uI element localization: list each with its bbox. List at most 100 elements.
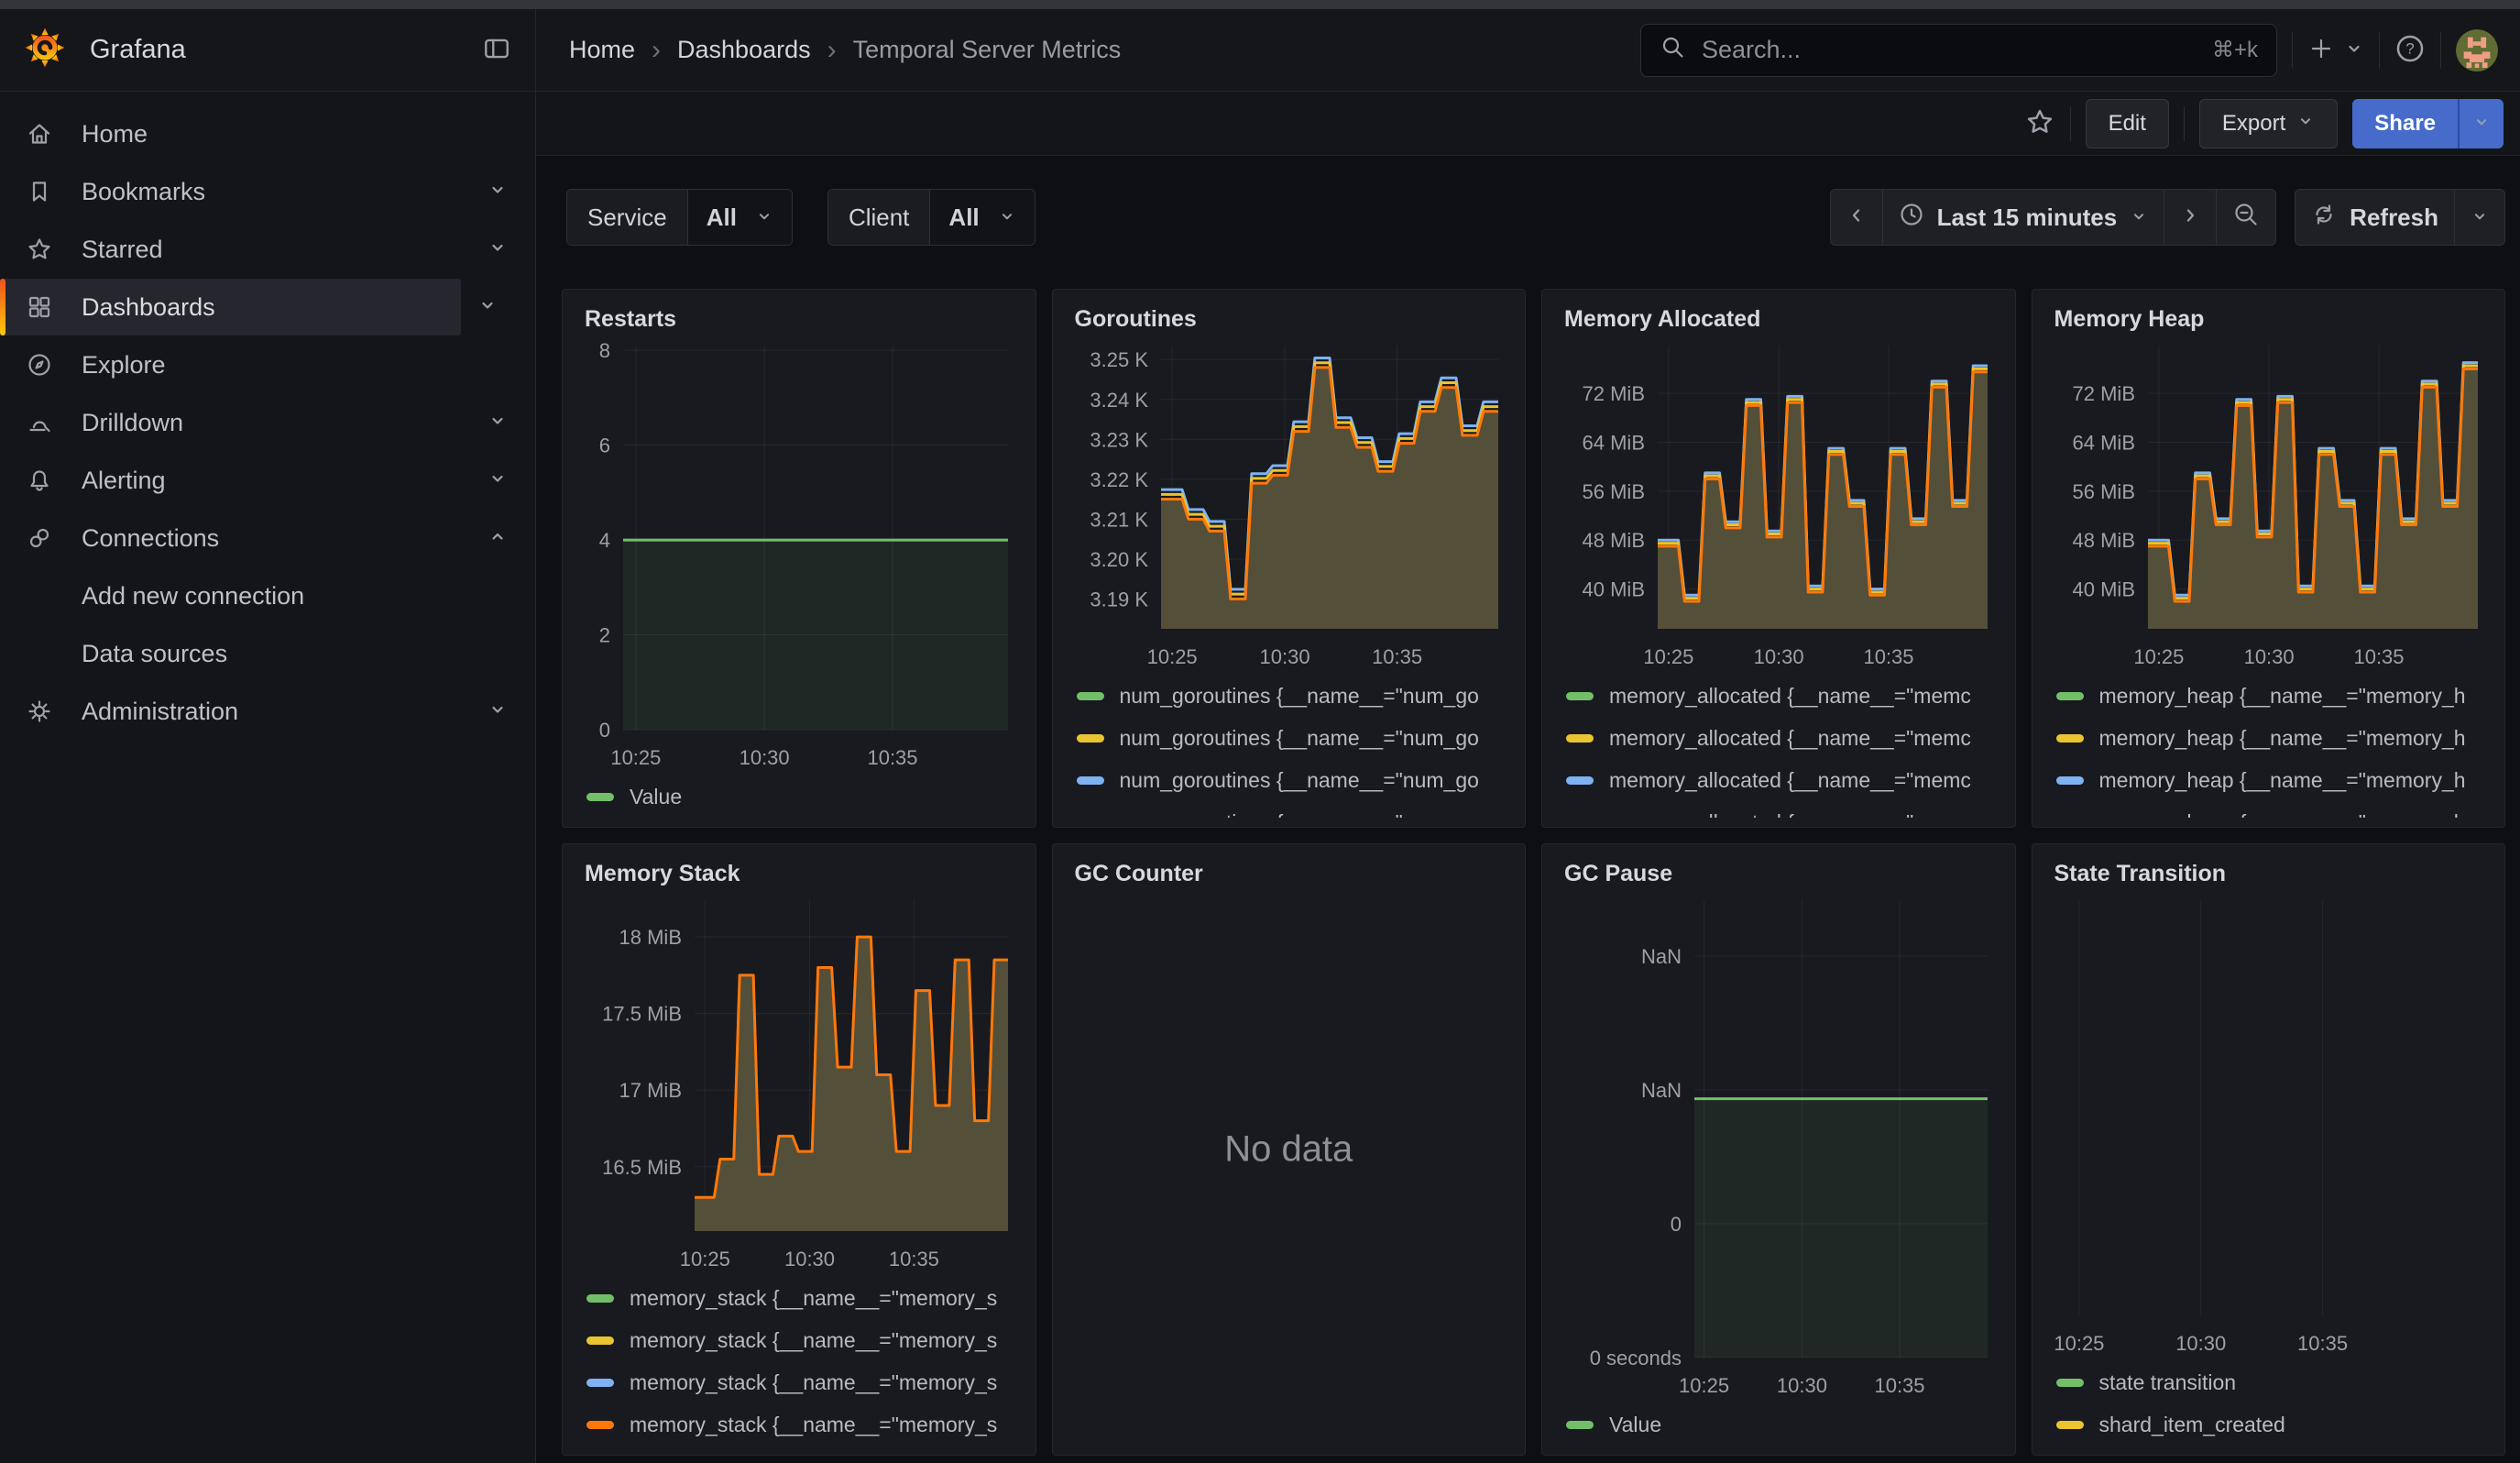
zoom-out-button[interactable] bbox=[2216, 190, 2275, 245]
sidebar-item-alerting[interactable]: Alerting bbox=[0, 452, 535, 509]
search-input[interactable] bbox=[1702, 36, 2197, 64]
legend-item[interactable]: memory_allocated {__name__="memc bbox=[1566, 675, 1999, 717]
legend-item[interactable]: Value bbox=[1566, 1403, 1999, 1446]
time-range-label: Last 15 minutes bbox=[1936, 203, 2118, 231]
refresh-button[interactable]: Refresh bbox=[2295, 190, 2454, 245]
legend-item[interactable]: memory_heap {__name__="memory_h bbox=[2055, 675, 2489, 717]
svg-text:10:35: 10:35 bbox=[1863, 645, 1913, 668]
no-data-message: No data bbox=[1224, 1128, 1353, 1170]
panel-state-transition: State Transition 10:25 10:30 10:35 state t… bbox=[2031, 843, 2505, 1456]
grafana-logo-icon[interactable] bbox=[24, 27, 66, 73]
restarts-chart[interactable]: 0 2 4 6 8 10:25 10:30 10:35 bbox=[579, 336, 1019, 774]
legend-label: memory_stack {__name__="memory_s bbox=[630, 1370, 998, 1394]
legend: memory_allocated {__name__="memc memory_… bbox=[1559, 675, 1999, 818]
search-box[interactable]: ⌘+k bbox=[1640, 23, 2277, 77]
header-divider bbox=[2292, 31, 2293, 69]
share-button[interactable]: Share bbox=[2352, 98, 2458, 148]
service-variable-value[interactable]: All bbox=[686, 190, 792, 245]
panel-goroutines: Goroutines 3.19 K 3.20 K 3.21 K 3.22 K 3.23 … bbox=[1051, 289, 1526, 828]
breadcrumb-dashboards[interactable]: Dashboards bbox=[677, 36, 811, 63]
chevron-down-icon[interactable] bbox=[488, 699, 535, 724]
legend-item[interactable]: state transition bbox=[2055, 1361, 2489, 1403]
panel-title[interactable]: GC Pause bbox=[1564, 861, 1673, 886]
legend-item[interactable]: memory_stack {__name__="memory_s bbox=[586, 1403, 1019, 1446]
share-dropdown-button[interactable] bbox=[2458, 98, 2504, 148]
gc-pause-chart[interactable]: 0 seconds 0 NaN NaN 10:25 10:30 10:35 bbox=[1559, 891, 1999, 1402]
panel-title[interactable]: GC Counter bbox=[1074, 861, 1203, 886]
sidebar-item-add-new-connection[interactable]: Add new connection bbox=[0, 567, 535, 624]
help-button[interactable]: ? bbox=[2394, 33, 2426, 67]
legend-item[interactable]: num_goroutines {__name__="num_go bbox=[1076, 759, 1509, 801]
legend-item[interactable]: memory_stack {__name__="memory_s bbox=[586, 1277, 1019, 1319]
legend-swatch bbox=[1566, 1420, 1594, 1429]
edit-button[interactable]: Edit bbox=[2085, 98, 2169, 148]
svg-text:10:25: 10:25 bbox=[1643, 645, 1693, 668]
legend-item[interactable]: num_goroutines {__name__="num_go bbox=[1076, 675, 1509, 717]
export-button[interactable]: Export bbox=[2198, 98, 2339, 148]
sidebar-item-explore[interactable]: Explore bbox=[0, 336, 535, 393]
favorite-star-button[interactable] bbox=[2024, 106, 2055, 140]
svg-text:6: 6 bbox=[599, 434, 610, 457]
memory-heap-chart[interactable]: 40 MiB 48 MiB 56 MiB 64 MiB 72 MiB 10:25 10:30… bbox=[2049, 336, 2489, 673]
panel-title[interactable]: Goroutines bbox=[1074, 306, 1197, 332]
time-range-picker[interactable]: Last 15 minutes bbox=[1881, 190, 2164, 245]
chevron-down-icon[interactable] bbox=[488, 411, 535, 435]
header-main-area: Home › Dashboards › Temporal Server Metr… bbox=[536, 9, 2520, 91]
sidebar-item-dashboards[interactable]: Dashboards bbox=[0, 279, 493, 336]
dashboards-grid-icon bbox=[26, 293, 53, 321]
sidebar-toggle-button[interactable] bbox=[482, 34, 511, 66]
service-value-text: All bbox=[706, 203, 737, 231]
sidebar-item-home[interactable]: Home bbox=[0, 105, 535, 162]
star-icon bbox=[26, 236, 53, 263]
sidebar-item-administration[interactable]: Administration bbox=[0, 683, 535, 740]
sidebar-item-starred[interactable]: Starred bbox=[0, 221, 535, 278]
chevron-down-icon[interactable] bbox=[488, 180, 535, 204]
sidebar-item-data-sources[interactable]: Data sources bbox=[0, 625, 535, 682]
legend-item[interactable]: memory_heap {__name__="memory_h bbox=[2055, 717, 2489, 759]
legend-item[interactable]: memory_heap {__name__="memory_h bbox=[2055, 759, 2489, 801]
memory-allocated-chart[interactable]: 40 MiB 48 MiB 56 MiB 64 MiB 72 MiB 10:25 10:30… bbox=[1559, 336, 1999, 673]
breadcrumb-separator: › bbox=[827, 34, 837, 65]
panel-title[interactable]: State Transition bbox=[2054, 861, 2227, 886]
chevron-down-icon[interactable] bbox=[477, 295, 525, 320]
legend-item[interactable]: num_goroutines {__name__="num_go bbox=[1077, 801, 1509, 819]
legend-swatch bbox=[1076, 776, 1104, 785]
legend-item[interactable]: memory_allocated {__name__="memc bbox=[1566, 759, 1999, 801]
sidebar-item-bookmarks[interactable]: Bookmarks bbox=[0, 163, 535, 220]
legend-item[interactable]: num_goroutines {__name__="num_go bbox=[1076, 717, 1509, 759]
svg-text:48 MiB: 48 MiB bbox=[2072, 529, 2134, 552]
panel-memory-heap: Memory Heap 40 MiB 48 MiB 56 MiB 64 MiB 72 M… bbox=[2031, 289, 2505, 828]
legend-label: memory_stack {__name__="memory_s bbox=[630, 1285, 998, 1310]
time-shift-back-button[interactable] bbox=[1831, 190, 1882, 245]
sidebar-item-drilldown[interactable]: Drilldown bbox=[0, 394, 535, 451]
chevron-up-icon[interactable] bbox=[488, 526, 535, 551]
sidebar-nav: Home Bookmarks Starred Dashboards Explor… bbox=[0, 92, 536, 1463]
user-avatar[interactable] bbox=[2456, 28, 2498, 72]
goroutines-chart[interactable]: 3.19 K 3.20 K 3.21 K 3.22 K 3.23 K 3.24 K 3.25… bbox=[1069, 336, 1509, 673]
panel-title[interactable]: Memory Stack bbox=[585, 861, 740, 886]
memory-stack-chart[interactable]: 16.5 MiB 17 MiB 17.5 MiB 18 MiB 10:25 10:30 10… bbox=[579, 891, 1019, 1275]
add-new-button[interactable] bbox=[2307, 35, 2364, 65]
sidebar-item-connections[interactable]: Connections bbox=[0, 510, 535, 566]
panel-title[interactable]: Memory Heap bbox=[2054, 306, 2205, 332]
legend-item[interactable]: memory_stack {__name__="memory_s bbox=[586, 1361, 1019, 1403]
breadcrumb-home[interactable]: Home bbox=[569, 36, 636, 63]
time-shift-forward-button[interactable] bbox=[2164, 190, 2216, 245]
legend-item[interactable]: memory_allocated {__name__="memc bbox=[1566, 717, 1999, 759]
client-variable-value[interactable]: All bbox=[929, 190, 1035, 245]
magnifier-minus-icon bbox=[2232, 201, 2260, 235]
state-transition-chart[interactable]: 10:25 10:30 10:35 bbox=[2049, 891, 2489, 1359]
chevron-down-icon bbox=[2344, 38, 2364, 61]
panel-title[interactable]: Restarts bbox=[585, 306, 677, 332]
chevron-down-icon[interactable] bbox=[488, 468, 535, 493]
legend-item[interactable]: memory_stack {__name__="memory_s bbox=[586, 1319, 1019, 1361]
legend-item[interactable]: memory_heap {__name__="memory_h bbox=[2056, 801, 2489, 819]
panel-title[interactable]: Memory Allocated bbox=[1564, 306, 1761, 332]
legend-item[interactable]: shard_item_created bbox=[2055, 1403, 2489, 1446]
legend-item[interactable]: Value bbox=[586, 776, 1019, 818]
legend-item[interactable]: memory_allocated {__name__="memc bbox=[1566, 801, 1999, 819]
chevron-down-icon[interactable] bbox=[488, 237, 535, 262]
dashboard-content: Edit Export Share Service All bbox=[536, 92, 2520, 1463]
refresh-interval-button[interactable] bbox=[2454, 190, 2504, 245]
svg-text:10:35: 10:35 bbox=[2353, 645, 2404, 668]
